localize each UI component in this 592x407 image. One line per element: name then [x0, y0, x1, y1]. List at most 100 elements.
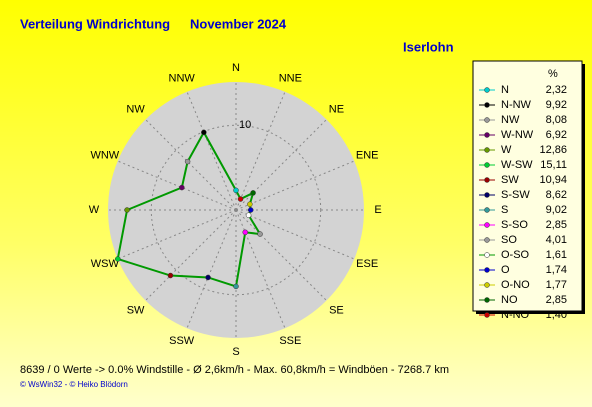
- spoke: [235, 209, 286, 329]
- wind-point: [114, 256, 121, 262]
- spoke: [117, 209, 237, 260]
- legend-value: 9,92: [546, 99, 567, 111]
- legend-marker: [484, 282, 490, 288]
- legend-name: S-SW: [501, 189, 530, 201]
- wind-point: [205, 274, 211, 281]
- direction-label: NNE: [279, 73, 302, 85]
- legend-value: 8,62: [546, 189, 567, 201]
- spoke: [186, 209, 237, 329]
- legend-name: W: [501, 144, 512, 156]
- legend-name: S: [501, 204, 508, 216]
- credit: © WsWin32 - © Heiko Blödorn: [20, 380, 128, 389]
- legend-name: NO: [501, 294, 518, 306]
- direction-label: WNW: [90, 150, 119, 162]
- direction-label: NW: [126, 103, 145, 115]
- wind-point: [247, 207, 254, 213]
- legend-name: W-NW: [501, 129, 534, 141]
- legend-value: 2,85: [546, 294, 567, 306]
- legend-value: 8,08: [546, 114, 567, 126]
- wind-point: [184, 158, 191, 165]
- legend-marker: [484, 87, 490, 93]
- wind-point: [237, 196, 244, 202]
- legend-marker: [484, 252, 490, 258]
- legend-value: 1,74: [546, 264, 567, 276]
- legend-name: O-SO: [501, 249, 530, 261]
- direction-label: E: [374, 204, 381, 216]
- legend-marker: [484, 297, 490, 303]
- location: Iserlohn: [403, 39, 454, 54]
- legend-marker: [484, 147, 490, 153]
- legend-value: 1,77: [546, 279, 567, 291]
- spoke: [235, 209, 327, 301]
- spoke: [235, 209, 355, 260]
- wind-point: [233, 187, 239, 194]
- legend-name: N: [501, 84, 509, 96]
- legend-marker: [484, 117, 490, 123]
- chart-title: Verteilung Windrichtung: [20, 16, 170, 31]
- legend-name: N-NO: [501, 309, 530, 321]
- direction-label: S: [232, 346, 239, 358]
- legend-value: 1,40: [546, 309, 567, 321]
- legend-name: SW: [501, 174, 519, 186]
- direction-label: SSW: [169, 335, 195, 347]
- legend-marker: [484, 102, 490, 108]
- legend-name: W-SW: [501, 159, 533, 171]
- grid-ring: [150, 124, 322, 296]
- legend-value: 12,86: [539, 144, 567, 156]
- legend-box: [472, 60, 583, 312]
- chart-subtitle: November 2024: [190, 16, 287, 31]
- legend-name: S-SO: [501, 219, 528, 231]
- wind-point: [245, 212, 252, 218]
- legend-value: 15,11: [540, 159, 567, 171]
- spoke: [235, 160, 355, 211]
- direction-label: SE: [329, 304, 344, 316]
- legend-marker: [484, 207, 490, 213]
- wind-point: [250, 190, 256, 196]
- legend-value: 1,61: [546, 249, 567, 261]
- direction-label: N: [232, 62, 240, 74]
- legend-marker: [484, 132, 490, 138]
- legend-name: O: [501, 264, 510, 276]
- direction-label: SSE: [279, 335, 301, 347]
- direction-label: ENE: [356, 150, 379, 162]
- legend-value: 6,92: [546, 129, 567, 141]
- spoke: [145, 209, 237, 301]
- legend-marker: [484, 192, 490, 198]
- wind-point: [201, 129, 207, 136]
- legend-value: 2,32: [546, 84, 567, 96]
- spoke: [186, 91, 237, 211]
- legend-marker: [484, 162, 490, 168]
- wind-point: [242, 229, 248, 236]
- spoke: [235, 91, 286, 211]
- legend-marker: [484, 267, 490, 273]
- legend-name: N-NW: [501, 99, 532, 111]
- direction-label: SW: [127, 304, 145, 316]
- direction-label: NNW: [169, 73, 196, 85]
- legend-value: 4,01: [546, 234, 567, 246]
- legend-value: 10,94: [539, 174, 567, 186]
- direction-label: WSW: [91, 258, 120, 270]
- direction-label: ESE: [356, 258, 378, 270]
- legend-value: 2,85: [546, 219, 567, 231]
- legend-marker: [484, 237, 490, 243]
- wind-point: [179, 184, 185, 191]
- spoke: [117, 160, 237, 211]
- wind-point: [233, 283, 239, 290]
- legend-value: 9,02: [546, 204, 567, 216]
- direction-label: NE: [329, 103, 344, 115]
- wind-point: [247, 201, 253, 208]
- legend-name: SO: [501, 234, 517, 246]
- wind-point: [124, 207, 130, 213]
- legend-marker: [484, 222, 490, 228]
- r-tick-label: 10: [239, 119, 251, 131]
- legend-name: NW: [501, 114, 520, 126]
- legend-name: O-NO: [501, 279, 530, 291]
- legend-marker: [484, 177, 490, 183]
- legend-header: %: [548, 68, 558, 80]
- legend-marker: [484, 312, 490, 318]
- direction-label: W: [89, 204, 100, 216]
- footer: 8639 / 0 Werte -> 0.0% Windstille - Ø 2,…: [20, 364, 449, 376]
- spoke: [145, 119, 237, 211]
